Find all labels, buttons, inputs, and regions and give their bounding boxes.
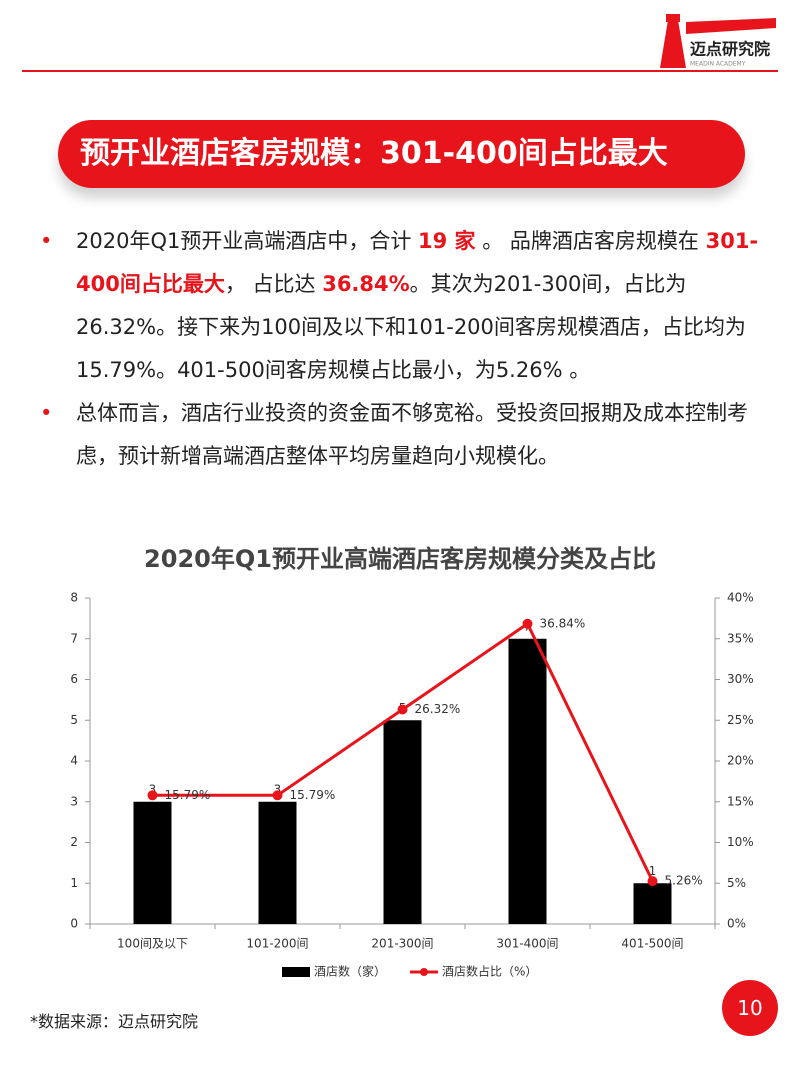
- y-tick-label: 3: [70, 794, 78, 808]
- banner: 预开业酒店客房规模：301-400间占比最大: [58, 120, 745, 188]
- bar: [258, 801, 297, 924]
- y2-tick-label: 10%: [727, 835, 754, 849]
- text: 。 品牌酒店客房规模在: [475, 229, 706, 253]
- bar: [133, 801, 172, 924]
- bar-value-label: 3: [274, 782, 282, 796]
- legend-swatch: [420, 968, 428, 976]
- chart-title: 2020年Q1预开业高端酒店客房规模分类及占比: [144, 545, 656, 573]
- line-point: [147, 790, 158, 801]
- y2-tick-label: 25%: [727, 713, 754, 727]
- x-tick-label: 401-500间: [621, 937, 683, 951]
- line-value-label: 15.79%: [290, 788, 336, 802]
- legend-label: 酒店数（家）: [314, 964, 386, 979]
- line-value-label: 5.26%: [665, 874, 703, 888]
- y2-tick-label: 15%: [727, 794, 754, 808]
- bullet: 2020年Q1预开业高端酒店中，合计 19 家 。 品牌酒店客房规模在 301-…: [40, 220, 760, 392]
- logo-text: 迈点研究院: [690, 40, 770, 59]
- bar: [508, 638, 547, 924]
- y-tick-label: 2: [70, 835, 78, 849]
- line-point: [397, 704, 408, 715]
- text: 2020年Q1预开业高端酒店中，合计: [76, 229, 419, 253]
- text: 。其次为201-300间，占比为26.32%。接下来为100间及以下和101-2…: [76, 272, 746, 382]
- line-point: [522, 618, 533, 629]
- bar: [383, 720, 422, 924]
- y2-tick-label: 30%: [727, 672, 754, 686]
- legend-swatch: [282, 967, 310, 977]
- x-tick-label: 201-300间: [371, 937, 433, 951]
- line-point: [647, 876, 658, 887]
- source-note: *数据来源：迈点研究院: [30, 1012, 199, 1031]
- logo-icon: [660, 14, 776, 68]
- logo-subtext: MEADIN ACADEMY: [690, 61, 746, 68]
- x-tick-label: 101-200间: [246, 937, 308, 951]
- y-tick-label: 8: [70, 591, 78, 605]
- line-value-label: 15.79%: [165, 788, 211, 802]
- highlight-text: 36.84%: [322, 272, 410, 296]
- bullet-list: 2020年Q1预开业高端酒店中，合计 19 家 。 品牌酒店客房规模在 301-…: [40, 220, 760, 478]
- bullet: 总体而言，酒店行业投资的资金面不够宽裕。受投资回报期及成本控制考虑，预计新增高端…: [40, 392, 760, 478]
- x-tick-label: 100间及以下: [117, 937, 188, 951]
- x-tick-label: 301-400间: [496, 937, 558, 951]
- y2-tick-label: 0%: [727, 917, 746, 931]
- line-value-label: 36.84%: [540, 616, 586, 630]
- highlight-text: 301-400间占比最大: [76, 229, 759, 296]
- line-value-label: 26.32%: [415, 702, 461, 716]
- text: ， 占比达: [224, 272, 323, 296]
- bar-value-label: 3: [149, 782, 157, 796]
- text: 总体而言，酒店行业投资的资金面不够宽裕。受投资回报期及成本控制考虑，预计新增高端…: [76, 401, 748, 468]
- highlight-text: 19 家: [418, 229, 476, 253]
- line-point: [272, 790, 283, 801]
- y2-tick-label: 40%: [727, 591, 754, 605]
- y-tick-label: 7: [70, 631, 78, 645]
- y-tick-label: 1: [70, 876, 78, 890]
- y-tick-label: 0: [70, 917, 78, 931]
- y2-tick-label: 35%: [727, 631, 754, 645]
- bar-value-label: 1: [649, 864, 657, 878]
- legend-label: 酒店数占比（%）: [442, 964, 537, 979]
- bar: [633, 883, 672, 924]
- y-tick-label: 5: [70, 713, 78, 727]
- y-tick-label: 6: [70, 672, 78, 686]
- y2-tick-label: 20%: [727, 754, 754, 768]
- page-number: 10: [722, 980, 778, 1036]
- y2-tick-label: 5%: [727, 876, 746, 890]
- y-tick-label: 4: [70, 754, 78, 768]
